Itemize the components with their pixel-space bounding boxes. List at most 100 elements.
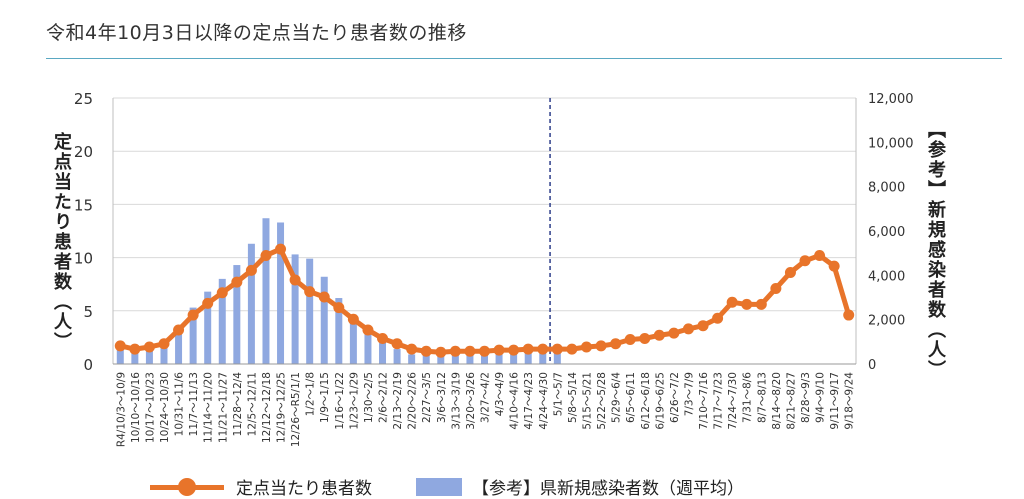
y-right-tick-4000: 4,000 (868, 269, 905, 284)
line-point-41 (712, 312, 724, 324)
line-point-27 (508, 344, 520, 356)
bar-16 (349, 318, 357, 364)
bar-26 (495, 354, 503, 364)
bar-11 (277, 222, 285, 364)
line-point-34 (610, 338, 622, 350)
line-point-3 (158, 338, 170, 350)
x-tick-13: 1/2～1/8 (305, 372, 317, 416)
bar-18 (379, 342, 387, 364)
x-tick-37: 6/19～6/25 (654, 372, 666, 430)
y-right-axis-label: 【参考】新規感染者数（人） (925, 120, 946, 380)
bar-6 (204, 291, 212, 364)
x-tick-34: 5/29～6/4 (611, 372, 623, 423)
legend-item-bar: 【参考】県新規感染者数（週平均） (416, 474, 744, 499)
y-left-tick-0: 0 (83, 356, 93, 374)
x-tick-2: 10/17～10/23 (144, 372, 156, 443)
bar-10 (262, 218, 270, 364)
line-series-path (119, 246, 852, 355)
x-tick-40: 7/10～7/16 (698, 372, 710, 430)
line-point-49 (828, 260, 840, 272)
bar-30 (553, 352, 561, 364)
x-tick-11: 12/19～12/25 (276, 372, 288, 443)
x-tick-4: 10/31～11/6 (174, 372, 186, 437)
line-point-18 (377, 332, 389, 344)
bar-22 (437, 356, 445, 364)
bar-21 (422, 355, 430, 364)
y-right-tick-0: 0 (868, 358, 876, 373)
line-point-36 (639, 332, 651, 344)
bar-12 (291, 254, 299, 364)
line-point-2 (143, 341, 155, 353)
line-point-19 (391, 338, 403, 350)
line-point-10 (260, 249, 272, 261)
line-point-17 (362, 324, 374, 336)
legend-item-line: 定点当たり患者数 (150, 474, 372, 499)
line-point-29 (537, 343, 549, 355)
x-tick-19: 2/13～2/19 (392, 372, 404, 430)
line-point-6 (202, 297, 214, 309)
line-point-16 (347, 313, 359, 325)
x-tick-6: 11/14～11/20 (203, 372, 215, 443)
bar-13 (306, 258, 314, 364)
legend-line-label: 定点当たり患者数 (236, 479, 372, 499)
bar-8 (233, 265, 241, 364)
bar-0 (116, 346, 124, 364)
bar-4 (175, 325, 183, 364)
y-left-axis-label: 定点当たり患者数（人） (51, 132, 72, 352)
x-tick-30: 5/1～5/7 (552, 372, 564, 416)
x-tick-39: 7/3～7/9 (683, 372, 695, 416)
y-right-tick-2000: 2,000 (868, 314, 905, 329)
line-point-25 (479, 345, 490, 357)
line-point-24 (464, 345, 476, 357)
line-point-30 (551, 343, 563, 355)
x-tick-23: 3/13～3/19 (450, 372, 462, 430)
line-point-4 (173, 324, 185, 336)
x-tick-0: R4/10/3～10/9 (115, 372, 127, 447)
x-tick-48: 9/4～9/10 (815, 372, 827, 423)
y-left-tick-25: 25 (74, 90, 93, 108)
legend-bar-label: 【参考】県新規感染者数（週平均） (472, 479, 744, 499)
x-tick-45: 8/14～8/20 (771, 372, 783, 430)
line-point-22 (435, 346, 447, 358)
x-tick-17: 1/30～2/5 (363, 372, 375, 423)
x-tick-8: 11/28～12/4 (232, 372, 244, 437)
legend-line-swatch (150, 477, 224, 497)
bar-27 (510, 354, 518, 364)
line-point-46 (784, 266, 796, 278)
x-tick-29: 4/24～4/30 (538, 372, 550, 430)
bar-23 (451, 355, 459, 364)
line-point-45 (770, 282, 782, 294)
line-point-9 (245, 264, 257, 276)
line-point-12 (289, 274, 301, 286)
x-tick-15: 1/16～1/22 (334, 372, 346, 430)
x-tick-36: 6/12～6/18 (640, 372, 652, 430)
x-tick-14: 1/9～1/15 (319, 372, 331, 423)
x-tick-22: 3/6～3/12 (436, 372, 448, 423)
x-tick-35: 6/5～6/11 (625, 372, 637, 423)
line-point-8 (231, 276, 243, 288)
bar-19 (393, 349, 401, 364)
y-right-tick-8000: 8,000 (868, 181, 905, 196)
x-tick-42: 7/24～7/30 (727, 372, 739, 430)
legend: 定点当たり患者数 【参考】県新規感染者数（週平均） (150, 474, 788, 499)
line-point-26 (493, 344, 505, 356)
x-tick-31: 5/8～5/14 (567, 372, 579, 423)
line-point-15 (333, 302, 345, 314)
line-point-43 (741, 298, 753, 310)
line-point-39 (682, 323, 694, 335)
line-point-38 (668, 327, 680, 339)
line-point-47 (799, 255, 811, 267)
bar-5 (189, 307, 197, 364)
line-point-42 (726, 296, 738, 308)
line-point-35 (624, 334, 636, 346)
x-tick-9: 12/5～12/11 (246, 372, 258, 436)
line-point-21 (420, 345, 432, 357)
line-point-7 (216, 287, 228, 299)
line-point-13 (304, 286, 316, 298)
bar-29 (539, 353, 547, 364)
line-point-48 (814, 249, 826, 261)
line-point-11 (275, 243, 287, 255)
bar-28 (524, 353, 532, 364)
line-point-31 (566, 343, 578, 355)
x-tick-44: 8/7～8/13 (756, 372, 768, 423)
